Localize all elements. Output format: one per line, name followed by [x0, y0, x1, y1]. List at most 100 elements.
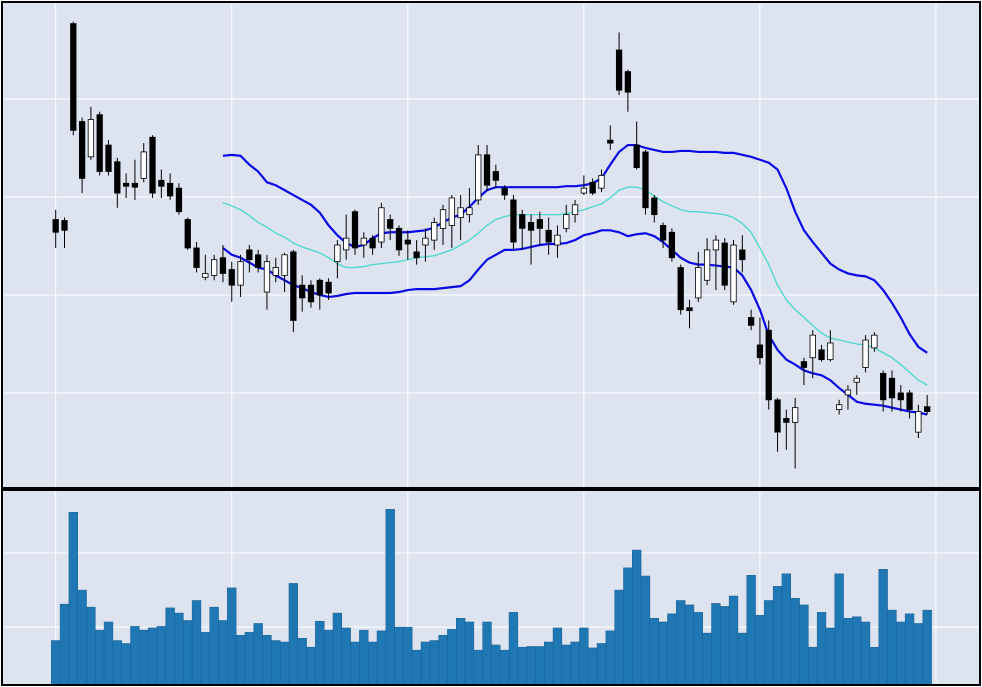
- volume-bar: [51, 640, 61, 686]
- candle-body: [96, 114, 103, 172]
- volume-bar: [887, 609, 897, 686]
- candle-body: [536, 219, 543, 229]
- candle-body: [651, 197, 658, 216]
- volume-bar: [913, 623, 924, 686]
- candle-body: [193, 247, 200, 268]
- candle-body: [395, 227, 403, 251]
- candle-body: [756, 344, 764, 359]
- volume-bar: [508, 612, 519, 686]
- candle-body: [897, 392, 904, 401]
- candle-body: [457, 207, 464, 218]
- volume-bar: [843, 618, 853, 686]
- candle-body: [730, 244, 737, 303]
- candle-body: [924, 406, 931, 412]
- volume-bar: [323, 629, 334, 686]
- volume-bar: [341, 627, 351, 686]
- candle-body: [272, 267, 279, 276]
- volume-bar: [852, 616, 862, 686]
- candle-body: [501, 187, 508, 196]
- candle-body: [114, 161, 121, 194]
- candle-body: [519, 214, 526, 229]
- volume-bar: [904, 613, 915, 686]
- candle-body: [246, 249, 253, 261]
- candle-body: [721, 242, 728, 286]
- candle-body: [281, 254, 288, 276]
- candle-body: [158, 179, 165, 187]
- candle-body: [747, 317, 755, 326]
- volume-bar: [279, 641, 290, 686]
- candle-body: [915, 411, 922, 433]
- candle-body: [263, 261, 271, 293]
- volume-bar: [808, 646, 818, 686]
- candle-body: [880, 372, 887, 401]
- volume-bar: [218, 620, 228, 686]
- candle-body: [492, 171, 499, 181]
- candle-body: [404, 239, 411, 245]
- volume-bar: [491, 644, 501, 686]
- candle-body: [184, 219, 191, 249]
- candle-body: [140, 151, 147, 179]
- volume-bar: [235, 635, 246, 686]
- candle-body: [228, 269, 235, 286]
- candle-body: [527, 222, 535, 231]
- volume-bar: [737, 632, 747, 686]
- candle-body: [554, 234, 561, 246]
- candle-body: [510, 199, 517, 243]
- volume-bar: [59, 603, 70, 686]
- volume-bar: [517, 646, 527, 686]
- volume-bar: [658, 621, 668, 686]
- band-line: [222, 229, 928, 416]
- candle-body: [607, 139, 614, 144]
- candle-body: [792, 407, 799, 423]
- candle-body: [167, 182, 174, 197]
- volume-bar: [746, 575, 756, 686]
- volume-bar: [77, 589, 87, 686]
- volume-bar: [438, 635, 448, 686]
- candle-body: [836, 404, 843, 411]
- volume-bar: [306, 646, 316, 686]
- candle-body: [325, 281, 332, 294]
- candle-body: [783, 418, 790, 423]
- volume-bar: [667, 613, 677, 686]
- plot-frame: [1, 489, 981, 686]
- candle-body: [131, 182, 139, 188]
- volume-bar: [139, 629, 149, 686]
- candle-body: [413, 251, 420, 259]
- volume-bar: [544, 641, 554, 686]
- candle-body: [360, 237, 367, 246]
- volume-bar: [165, 607, 175, 686]
- candle-body: [255, 254, 262, 268]
- volume-bar: [455, 618, 466, 686]
- volume-bar: [130, 626, 140, 686]
- volume-bar: [174, 612, 184, 686]
- candle-body: [149, 136, 156, 194]
- volume-bar: [552, 627, 563, 686]
- volume-bar: [271, 640, 281, 686]
- volume-bar: [297, 638, 307, 686]
- candle-body: [290, 251, 297, 321]
- volume-bar: [623, 567, 633, 686]
- candle-body: [677, 267, 684, 311]
- volume-bar: [676, 600, 686, 686]
- candle-body: [659, 225, 667, 241]
- candle-body: [563, 214, 570, 229]
- volume-bar: [103, 621, 114, 686]
- volume-bar: [640, 575, 651, 686]
- volume-bar: [86, 606, 96, 686]
- candle-body: [589, 181, 596, 194]
- candle-body: [633, 144, 640, 168]
- volume-bar: [772, 586, 783, 686]
- volume-bar: [394, 626, 404, 686]
- candle-body: [642, 151, 649, 209]
- volume-bar: [68, 511, 78, 686]
- candle-body: [853, 377, 860, 383]
- candle-body: [378, 207, 385, 243]
- volume-bar: [764, 600, 774, 686]
- volume-bar: [403, 626, 413, 686]
- volume-bar: [315, 620, 325, 686]
- volume-bar: [482, 621, 492, 686]
- volume-bar: [473, 649, 483, 686]
- volume-bar: [711, 603, 721, 686]
- candle-body: [439, 209, 447, 229]
- plot-background: [2, 2, 980, 488]
